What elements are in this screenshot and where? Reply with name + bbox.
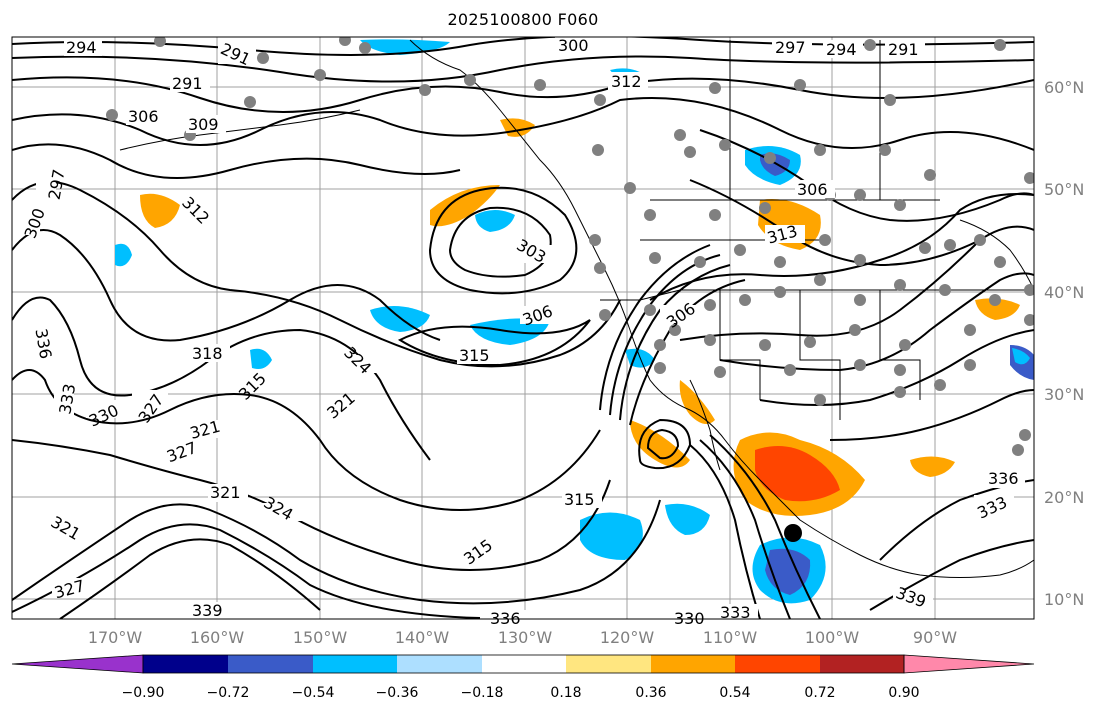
map-frame [11,36,1035,620]
lon-label-120w: 120°W [600,628,655,647]
colorbar-bin [143,655,228,673]
colorbar-tick-label: 0.72 [804,685,835,701]
colorbar-tick-label: −0.18 [461,685,504,701]
colorbar-tick-label: 0.18 [550,685,581,701]
lon-label-90w: 90°W [913,628,957,647]
lon-label-110w: 110°W [703,628,758,647]
colorbar-tick-label: −0.54 [292,685,335,701]
lon-label-170w: 170°W [88,628,143,647]
lon-label-100w: 100°W [805,628,860,647]
colorbar-bin [313,655,397,673]
longitude-labels: 170°W 160°W 150°W 140°W 130°W 120°W 110°… [88,628,957,647]
lat-label-30n: 30°N [1044,385,1084,404]
contour-label: 339 [192,601,223,620]
contour-label: 291 [172,74,203,93]
contour-label: 306 [128,107,159,126]
lat-label-50n: 50°N [1044,180,1084,199]
contour-label: 336 [988,469,1019,488]
lon-label-160w: 160°W [190,628,245,647]
contour-label: 312 [611,72,642,91]
contour-label: 321 [210,483,241,502]
contour-label: 315 [564,490,595,509]
contour-label: 297 [775,38,806,57]
contour-label: 318 [192,344,223,363]
colorbar-bin [735,655,820,673]
colorbar-tick-label: −0.90 [122,685,165,701]
contour-label: 294 [826,40,857,59]
colorbar-tick-label: 0.54 [719,685,750,701]
colorbar-bin [397,655,482,673]
colorbar-tick-label: −0.36 [376,685,419,701]
position-marker [784,524,802,542]
contour-label: 333 [720,603,751,622]
colorbar: −0.90 −0.72 −0.54 −0.36 −0.18 0.18 0.36 … [11,654,1035,701]
station-markers [106,37,1034,456]
latitude-labels: 60°N 50°N 40°N 30°N 20°N 10°N [1044,78,1084,609]
contour-label: 315 [459,346,490,365]
lat-label-60n: 60°N [1044,78,1084,97]
colorbar-bin [228,655,313,673]
lon-label-140w: 140°W [395,628,450,647]
lon-label-150w: 150°W [293,628,348,647]
colorbar-tick-label: 0.36 [635,685,666,701]
lat-label-20n: 20°N [1044,488,1084,507]
contour-label: 294 [66,38,97,57]
colorbar-bin [651,655,735,673]
coastlines [119,39,1034,578]
contour-label: 309 [188,115,219,134]
contour-label: 291 [888,40,919,59]
colorbar-extend-high [903,654,1035,674]
lat-label-40n: 40°N [1044,283,1084,302]
colorbar-tick-label: −0.72 [207,685,250,701]
colorbar-tick-label: 0.90 [888,685,919,701]
colorbar-extend-low [11,654,144,674]
contour-label: 306 [797,180,828,199]
contour-label: 300 [558,36,589,55]
colorbar-bin [566,655,651,673]
map-title: 2025100800 F060 [447,10,599,29]
lon-label-130w: 130°W [498,628,553,647]
colorbar-bin [482,655,566,673]
lat-label-10n: 10°N [1044,590,1084,609]
colorbar-bin [820,655,904,673]
